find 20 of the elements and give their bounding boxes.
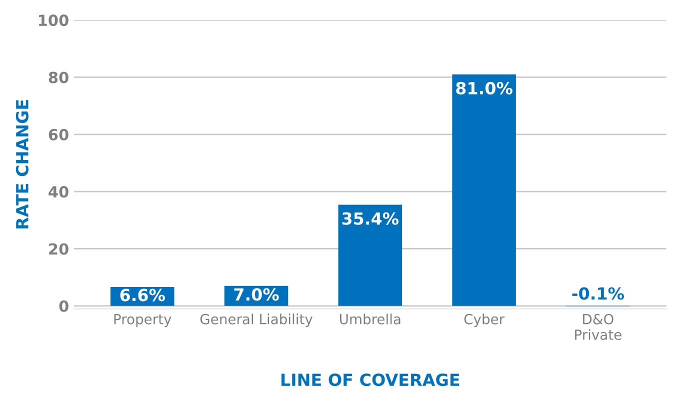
y-tick-label: 80 (48, 72, 68, 84)
x-tick-label: Property (114, 314, 172, 328)
y-axis-title: RATE CHANGE (16, 100, 28, 228)
x-axis-title: LINE OF COVERAGE (282, 373, 460, 386)
bar (452, 74, 516, 306)
data-label: 35.4% (342, 212, 399, 225)
data-label: -0.1% (572, 287, 624, 300)
x-tick-label: General Liability (200, 314, 312, 328)
bar (338, 204, 402, 306)
x-tick-label: Umbrella (340, 314, 400, 324)
x-tick-label: Cyber (464, 314, 505, 328)
y-tick-label: 60 (48, 128, 68, 140)
y-tick-label: 20 (49, 243, 68, 255)
data-label: 6.6% (120, 288, 165, 302)
y-tick-label: 40 (48, 186, 68, 198)
data-label: 7.0% (234, 288, 279, 301)
x-tick-label: D&O Private (575, 314, 622, 340)
y-tick-label: 100 (39, 14, 68, 26)
data-label: 81.0% (456, 82, 512, 94)
y-tick-label: 0 (59, 300, 68, 312)
